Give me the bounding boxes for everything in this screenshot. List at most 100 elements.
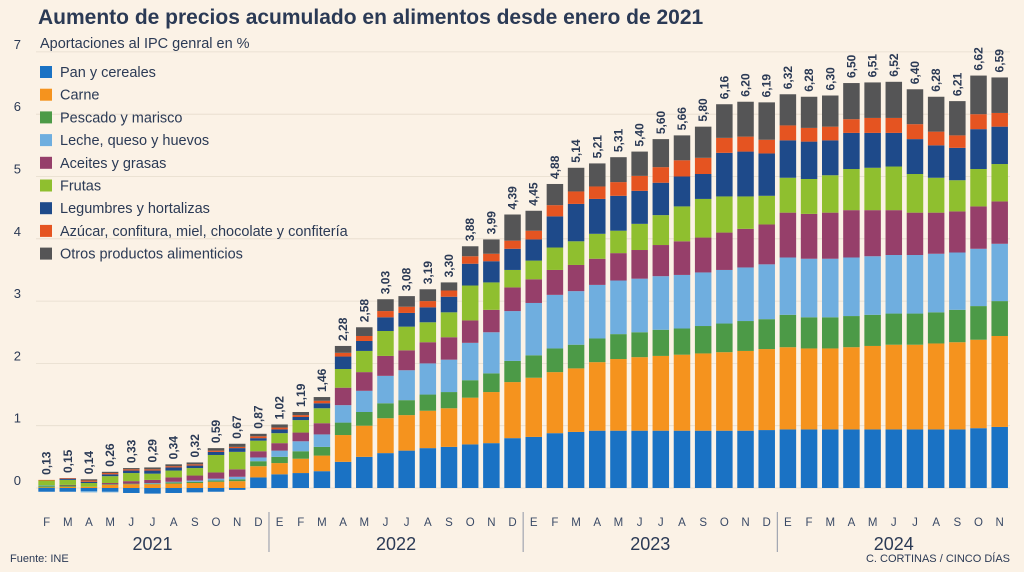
legend-swatch [40, 224, 52, 237]
month-label: M [868, 517, 878, 529]
bar-segment [652, 215, 670, 246]
year-label: 2021 [132, 534, 172, 554]
bar-segment [419, 289, 437, 302]
bar-segment [59, 478, 77, 479]
bar-segment [356, 372, 373, 391]
bar-segment [123, 483, 140, 485]
bar-segment [483, 373, 500, 393]
bar-segment [483, 261, 500, 283]
bar-segment [779, 212, 797, 258]
month-label: M [63, 517, 73, 529]
bar-segment [779, 140, 797, 178]
bar-segment [59, 478, 77, 480]
chart-title: Aumento de precios acumulado en alimento… [38, 6, 704, 29]
bar-segment [334, 422, 352, 436]
bar-segment [864, 167, 881, 211]
bar-segment [652, 430, 670, 488]
total-value-label: 6,20 [739, 73, 753, 97]
bar-segment [546, 269, 564, 295]
bar-segment [906, 344, 924, 430]
legend: Pan y cereales Carne Pescado y marisco Lech… [40, 65, 349, 263]
bar-segment [927, 253, 945, 313]
legend-label: Aceites y grasas [60, 156, 166, 172]
bar-segment [398, 306, 415, 313]
legend-swatch [40, 134, 52, 147]
bar-segment [631, 223, 648, 251]
bar-segment [864, 210, 881, 257]
bar-segment [186, 481, 204, 484]
bar-segment [822, 258, 839, 318]
bar-segment [144, 470, 161, 474]
total-value-label: 0,29 [145, 439, 159, 463]
bar-segment [419, 301, 437, 308]
bar-segment [186, 465, 204, 469]
bar-segment [843, 429, 860, 488]
bar-segment [885, 166, 903, 211]
bar-segment [271, 427, 288, 430]
bar-segment [101, 488, 119, 492]
total-value-label: 1,19 [294, 383, 308, 407]
bar-segment [800, 317, 818, 349]
bar-segment [673, 176, 691, 207]
bar-segment [610, 157, 627, 183]
bar-segment [610, 253, 627, 281]
bar-segment [59, 488, 77, 492]
bar-segment [631, 250, 648, 279]
bar-segment [483, 443, 500, 488]
bar-segment [991, 77, 1008, 113]
bar-segment [144, 479, 161, 484]
bar-segment [970, 114, 987, 130]
bar-segment [970, 428, 987, 488]
bar-segment [949, 147, 966, 181]
bar-segment [292, 458, 309, 474]
bar-segment [313, 455, 331, 472]
bar-segment [440, 282, 458, 291]
total-value-label: 6,21 [950, 72, 964, 96]
legend-swatch [40, 88, 52, 101]
total-value-label: 3,08 [400, 267, 414, 291]
total-value-label: 4,88 [548, 155, 562, 179]
bar-segment [165, 481, 182, 483]
bar-segment [271, 456, 288, 464]
bar-segment [440, 290, 458, 297]
bar-segment [546, 247, 564, 270]
month-label: S [191, 517, 199, 529]
bar-segment [292, 432, 309, 442]
bar-segment [228, 481, 246, 488]
bar-segment [737, 228, 754, 268]
bar-segment [927, 312, 945, 344]
bar-segment [525, 230, 542, 240]
bar-segment [334, 387, 352, 406]
bar-segment [123, 468, 140, 470]
bar-segment [228, 448, 246, 452]
bar-segment [673, 328, 691, 355]
bar-segment [885, 132, 903, 167]
bar-segment [652, 139, 670, 168]
bar-segment [313, 403, 331, 409]
total-value-label: 6,28 [929, 68, 943, 92]
total-value-label: 5,40 [633, 123, 647, 147]
bar-segment [758, 102, 775, 140]
bar-segment [38, 488, 55, 492]
total-value-label: 3,30 [442, 254, 456, 278]
bar-segment [800, 429, 818, 488]
bar-segment [949, 309, 966, 343]
bar-segment [186, 480, 204, 482]
bar-segment [38, 480, 55, 486]
total-value-label: 6,30 [823, 67, 837, 91]
bar-segment [292, 415, 309, 417]
bar-segment [589, 163, 606, 187]
bar-segment [250, 461, 267, 467]
bar-segment [356, 350, 373, 373]
bar-segment [567, 368, 585, 432]
bar-segment [504, 214, 521, 241]
month-label: A [424, 517, 432, 529]
legend-label: Pan y cereales [60, 65, 156, 81]
bar-segment [80, 481, 98, 484]
bar-segment [186, 462, 204, 465]
bar-segment [377, 403, 394, 419]
bar-segment [843, 83, 860, 120]
bar-segment [949, 211, 966, 253]
total-value-label: 0,13 [40, 451, 54, 475]
bar-segment [694, 174, 712, 199]
